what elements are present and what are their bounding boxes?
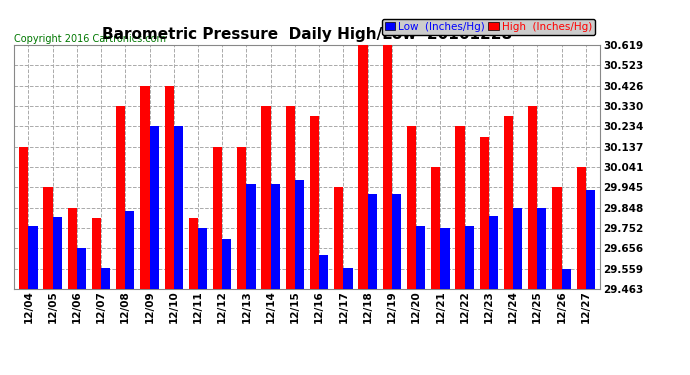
Text: Copyright 2016 Cartronics.com: Copyright 2016 Cartronics.com bbox=[14, 34, 166, 44]
Bar bbox=[416, 226, 425, 289]
Bar bbox=[270, 184, 280, 289]
Bar bbox=[528, 106, 538, 289]
Bar bbox=[213, 147, 222, 289]
Bar bbox=[92, 218, 101, 289]
Bar bbox=[140, 86, 150, 289]
Bar bbox=[150, 126, 159, 289]
Bar bbox=[52, 217, 62, 289]
Bar bbox=[222, 239, 231, 289]
Bar bbox=[504, 116, 513, 289]
Bar bbox=[392, 195, 401, 289]
Bar bbox=[431, 167, 440, 289]
Bar bbox=[319, 255, 328, 289]
Bar bbox=[101, 268, 110, 289]
Bar bbox=[237, 147, 246, 289]
Bar bbox=[286, 106, 295, 289]
Title: Barometric Pressure  Daily High/Low  20161228: Barometric Pressure Daily High/Low 20161… bbox=[102, 27, 512, 42]
Bar bbox=[455, 126, 464, 289]
Bar bbox=[562, 268, 571, 289]
Bar bbox=[116, 106, 126, 289]
Bar bbox=[334, 187, 344, 289]
Bar bbox=[586, 190, 595, 289]
Bar bbox=[295, 180, 304, 289]
Bar bbox=[174, 126, 183, 289]
Bar bbox=[77, 248, 86, 289]
Bar bbox=[262, 106, 270, 289]
Bar bbox=[126, 211, 135, 289]
Bar bbox=[310, 116, 319, 289]
Bar bbox=[577, 167, 586, 289]
Bar bbox=[28, 226, 37, 289]
Bar bbox=[68, 208, 77, 289]
Bar bbox=[368, 195, 377, 289]
Bar bbox=[489, 216, 498, 289]
Bar bbox=[513, 208, 522, 289]
Bar bbox=[552, 187, 562, 289]
Bar bbox=[440, 228, 450, 289]
Bar bbox=[164, 86, 174, 289]
Bar bbox=[19, 147, 28, 289]
Bar bbox=[480, 136, 489, 289]
Bar bbox=[198, 228, 207, 289]
Bar bbox=[464, 226, 474, 289]
Bar bbox=[189, 218, 198, 289]
Bar bbox=[358, 45, 368, 289]
Legend: Low  (Inches/Hg), High  (Inches/Hg): Low (Inches/Hg), High (Inches/Hg) bbox=[382, 18, 595, 35]
Bar bbox=[383, 45, 392, 289]
Bar bbox=[246, 184, 256, 289]
Bar bbox=[407, 126, 416, 289]
Bar bbox=[43, 187, 52, 289]
Bar bbox=[538, 208, 546, 289]
Bar bbox=[344, 268, 353, 289]
